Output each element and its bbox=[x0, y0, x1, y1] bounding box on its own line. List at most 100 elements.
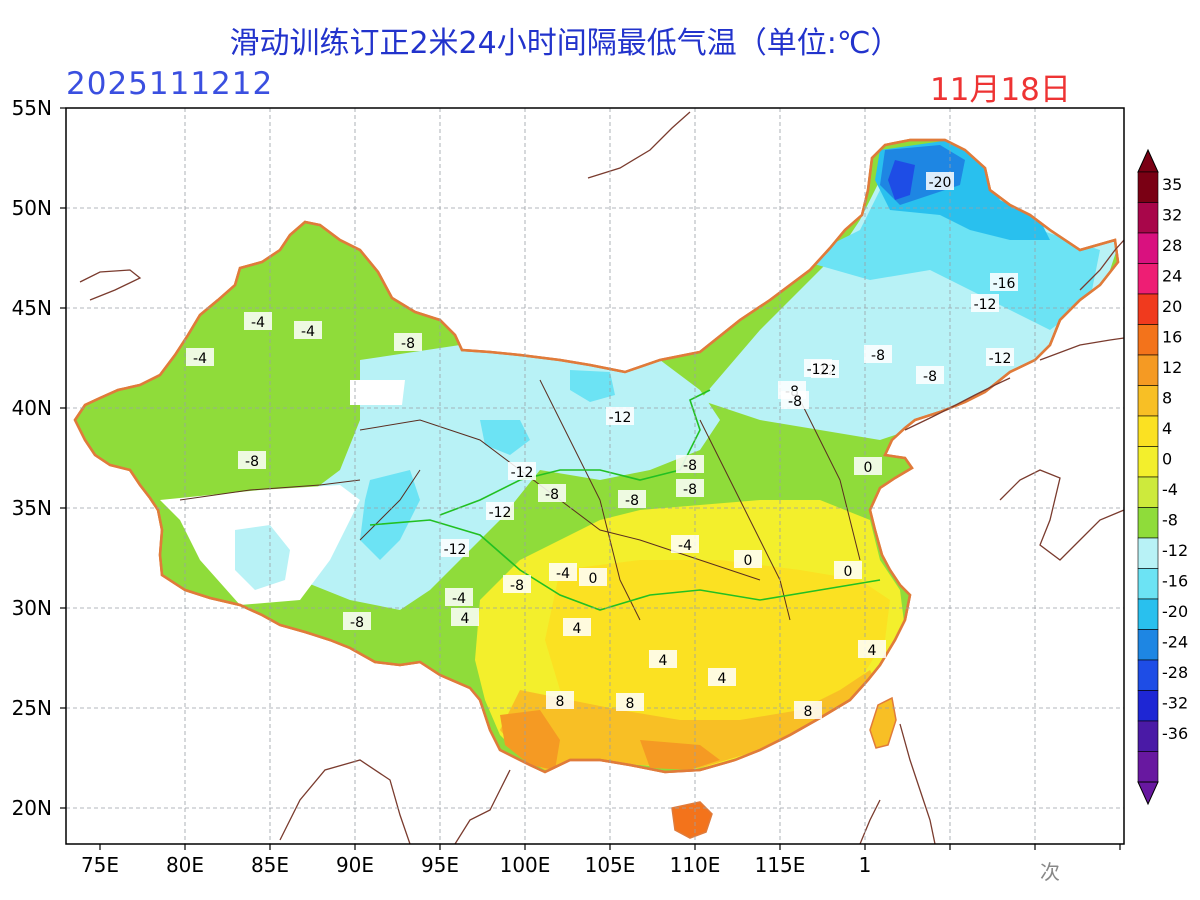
contour-label: -12 bbox=[971, 294, 999, 313]
legend-swatch bbox=[1137, 690, 1159, 722]
svg-text:-8: -8 bbox=[871, 348, 885, 364]
lon-label: 90E bbox=[336, 853, 374, 877]
svg-text:0: 0 bbox=[864, 460, 873, 476]
svg-text:-8: -8 bbox=[923, 369, 937, 385]
svg-text:-4: -4 bbox=[678, 538, 692, 554]
svg-text:-8: -8 bbox=[683, 482, 697, 498]
lat-label: 30N bbox=[12, 596, 52, 620]
contour-label: -8 bbox=[538, 484, 566, 503]
legend-label: -28 bbox=[1162, 663, 1188, 682]
contour-label: -4 bbox=[244, 312, 272, 331]
legend-swatch bbox=[1137, 171, 1159, 203]
contour-label: -12 bbox=[606, 407, 634, 426]
lat-label: 35N bbox=[12, 496, 52, 520]
svg-text:-8: -8 bbox=[683, 458, 697, 474]
map-title: 滑动训练订正2米24小时间隔最低气温（单位:℃） bbox=[229, 26, 901, 61]
legend-swatch bbox=[1137, 720, 1159, 752]
lat-label: 40N bbox=[12, 396, 52, 420]
legend-label: -36 bbox=[1162, 724, 1188, 743]
contour-label: 4 bbox=[858, 640, 886, 659]
contour-label: 4 bbox=[649, 650, 677, 669]
legend-label: -24 bbox=[1162, 633, 1188, 652]
contour-label: -12 bbox=[508, 462, 536, 481]
legend-label: 12 bbox=[1162, 358, 1182, 377]
run-id: 2025111212 bbox=[66, 66, 274, 102]
legend-swatch bbox=[1137, 446, 1159, 478]
svg-text:-8: -8 bbox=[510, 578, 524, 594]
contour-label: -4 bbox=[671, 535, 699, 554]
legend-swatch bbox=[1137, 415, 1159, 447]
legend-swatch bbox=[1137, 324, 1159, 356]
legend-swatch bbox=[1137, 629, 1159, 661]
contour-label-layer: -20 -16 -12 -12 -8 -8 -12 -8 -4 -4 -4 -8 -8 -12 -12 -12… bbox=[186, 172, 1018, 720]
legend-swatch bbox=[1137, 568, 1159, 600]
legend-swatch bbox=[1137, 598, 1159, 630]
legend-top-arrow bbox=[1137, 148, 1159, 173]
contour-label: 4 bbox=[708, 668, 736, 687]
contour-label: 4 bbox=[451, 608, 479, 627]
valid-date: 11月18日 bbox=[930, 72, 1071, 108]
legend-label: 0 bbox=[1162, 450, 1172, 469]
svg-text:-12: -12 bbox=[989, 351, 1012, 367]
svg-text:-12: -12 bbox=[974, 297, 997, 313]
contour-label: -8 bbox=[343, 612, 371, 631]
svg-text:-4: -4 bbox=[193, 351, 207, 367]
svg-text:-12: -12 bbox=[807, 362, 830, 378]
legend-swatch bbox=[1137, 385, 1159, 417]
legend-swatch bbox=[1137, 293, 1159, 325]
contour-label: -8 bbox=[781, 391, 809, 410]
svg-text:-8: -8 bbox=[625, 493, 639, 509]
legend-label: 4 bbox=[1162, 419, 1172, 438]
legend-label: 28 bbox=[1162, 236, 1182, 255]
legend-label: 16 bbox=[1162, 328, 1182, 347]
legend-label: 20 bbox=[1162, 297, 1182, 316]
svg-text:-4: -4 bbox=[556, 566, 570, 582]
lat-label: 20N bbox=[12, 796, 52, 820]
plot-frame bbox=[65, 107, 1125, 845]
lat-label: 25N bbox=[12, 696, 52, 720]
contour-label: -12 bbox=[804, 359, 832, 378]
legend-label: -16 bbox=[1162, 572, 1188, 591]
svg-text:-8: -8 bbox=[350, 615, 364, 631]
legend-bottom-arrow bbox=[1137, 781, 1159, 806]
lon-label: 1 bbox=[859, 853, 872, 877]
lon-label: 110E bbox=[670, 853, 721, 877]
contour-label: 0 bbox=[854, 457, 882, 476]
graticule bbox=[66, 108, 1124, 844]
legend-label: 32 bbox=[1162, 206, 1182, 225]
contour-label: -4 bbox=[294, 321, 322, 340]
contour-label: 8 bbox=[546, 691, 574, 710]
lon-label: 85E bbox=[251, 853, 289, 877]
svg-text:-4: -4 bbox=[301, 324, 315, 340]
contour-label: 4 bbox=[563, 618, 591, 637]
svg-text:4: 4 bbox=[868, 643, 877, 659]
coastlines bbox=[79, 111, 1124, 844]
svg-text:8: 8 bbox=[626, 696, 635, 712]
svg-text:-8: -8 bbox=[245, 454, 259, 470]
contour-label: 0 bbox=[579, 568, 607, 587]
lat-label: 45N bbox=[12, 296, 52, 320]
svg-text:-4: -4 bbox=[452, 591, 466, 607]
contour-label: -12 bbox=[986, 348, 1014, 367]
svg-text:-12: -12 bbox=[609, 410, 632, 426]
lon-label: 80E bbox=[166, 853, 204, 877]
axis-layer: 55N 50N 45N 40N 35N 30N 25N 20N 75E 80E 85E 90E 95E 1… bbox=[12, 96, 1121, 877]
contour-label: -8 bbox=[503, 575, 531, 594]
svg-text:0: 0 bbox=[744, 553, 753, 569]
svg-text:4: 4 bbox=[718, 671, 727, 687]
contour-label: 0 bbox=[834, 561, 862, 580]
contour-label: -4 bbox=[186, 348, 214, 367]
svg-text:-16: -16 bbox=[993, 276, 1016, 292]
contour-label: -8 bbox=[676, 479, 704, 498]
contour-label: -12 bbox=[486, 502, 514, 521]
lon-label: 95E bbox=[421, 853, 459, 877]
contour-label: -4 bbox=[549, 563, 577, 582]
svg-text:-12: -12 bbox=[444, 542, 467, 558]
legend-swatch bbox=[1137, 202, 1159, 234]
contour-label: -12 bbox=[441, 539, 469, 558]
lon-label: 75E bbox=[81, 853, 119, 877]
svg-text:8: 8 bbox=[556, 694, 565, 710]
svg-text:4: 4 bbox=[461, 611, 470, 627]
legend-label: -12 bbox=[1162, 541, 1188, 560]
